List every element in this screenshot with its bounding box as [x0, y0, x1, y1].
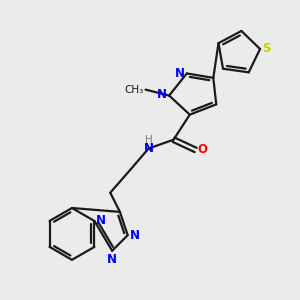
- Text: S: S: [262, 43, 271, 56]
- Text: O: O: [197, 143, 207, 157]
- Text: N: N: [130, 229, 140, 242]
- Text: H: H: [145, 135, 152, 145]
- Text: CH₃: CH₃: [124, 85, 144, 94]
- Text: N: N: [158, 88, 167, 100]
- Text: N: N: [175, 67, 185, 80]
- Text: N: N: [107, 253, 117, 266]
- Text: N: N: [143, 142, 154, 155]
- Text: N: N: [96, 214, 106, 227]
